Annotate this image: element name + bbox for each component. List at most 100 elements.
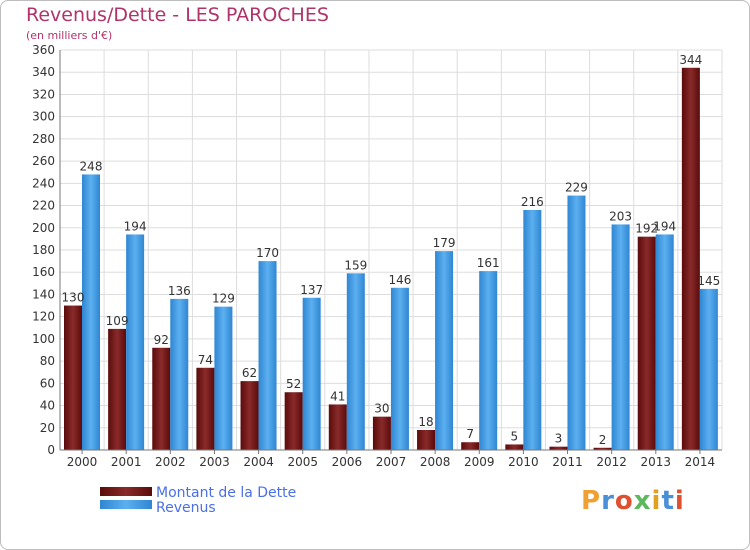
value-label-revenus: 194 bbox=[124, 219, 147, 233]
value-label-revenus: 161 bbox=[477, 256, 500, 270]
value-label-dette: 344 bbox=[679, 53, 702, 67]
logo-letter: r bbox=[601, 486, 615, 516]
y-tick-label: 0 bbox=[47, 443, 55, 457]
x-tick-label: 2007 bbox=[376, 455, 407, 469]
bar-revenus bbox=[611, 224, 630, 450]
bar-dette bbox=[108, 328, 127, 450]
bar-revenus bbox=[214, 306, 233, 450]
y-tick-label: 100 bbox=[32, 332, 55, 346]
value-label-dette: 192 bbox=[635, 222, 658, 236]
value-label-dette: 3 bbox=[555, 432, 563, 446]
value-label-dette: 30 bbox=[374, 402, 389, 416]
logo-letter: t bbox=[661, 486, 675, 516]
bar-dette bbox=[64, 305, 82, 450]
x-tick-label: 2004 bbox=[243, 455, 274, 469]
bar-dette bbox=[196, 367, 215, 450]
proxiti-logo: Proxiti bbox=[581, 486, 685, 516]
bar-revenus bbox=[126, 234, 145, 450]
bar-revenus bbox=[302, 297, 321, 450]
value-label-revenus: 129 bbox=[212, 292, 235, 306]
x-tick-label: 2001 bbox=[111, 455, 142, 469]
bar-revenus bbox=[435, 251, 454, 450]
bar-dette bbox=[461, 442, 480, 450]
logo-letter: P bbox=[581, 486, 602, 516]
value-label-dette: 62 bbox=[242, 366, 257, 380]
value-label-dette: 7 bbox=[466, 427, 474, 441]
x-tick-label: 2006 bbox=[332, 455, 363, 469]
value-label-dette: 2 bbox=[599, 433, 607, 447]
value-label-revenus: 179 bbox=[433, 236, 456, 250]
value-label-dette: 18 bbox=[418, 415, 433, 429]
x-tick-label: 2014 bbox=[685, 455, 716, 469]
x-tick-label: 2010 bbox=[508, 455, 539, 469]
y-tick-label: 360 bbox=[32, 43, 55, 57]
x-tick-label: 2009 bbox=[464, 455, 495, 469]
bar-revenus bbox=[346, 273, 365, 450]
bar-dette bbox=[505, 444, 524, 450]
value-label-revenus: 203 bbox=[609, 209, 632, 223]
bars bbox=[64, 67, 718, 451]
value-label-dette: 5 bbox=[511, 429, 519, 443]
bar-dette bbox=[593, 447, 612, 450]
legend-swatch-revenus bbox=[100, 500, 152, 509]
value-label-dette: 130 bbox=[62, 291, 85, 305]
y-tick-label: 300 bbox=[32, 110, 55, 124]
chart-subtitle: (en milliers d'€) bbox=[26, 29, 113, 42]
x-tick-label: 2005 bbox=[287, 455, 318, 469]
bar-revenus bbox=[655, 234, 674, 450]
value-label-revenus: 194 bbox=[653, 219, 676, 233]
y-tick-label: 260 bbox=[32, 154, 55, 168]
y-tick-label: 240 bbox=[32, 176, 55, 190]
bar-revenus bbox=[258, 261, 277, 450]
value-label-revenus: 146 bbox=[388, 273, 411, 287]
bar-dette bbox=[240, 381, 259, 450]
value-label-revenus: 229 bbox=[565, 181, 588, 195]
y-tick-label: 140 bbox=[32, 287, 55, 301]
y-tick-label: 120 bbox=[32, 310, 55, 324]
bar-revenus bbox=[82, 174, 100, 450]
logo-letter: i bbox=[674, 486, 685, 516]
value-label-dette: 74 bbox=[198, 353, 213, 367]
legend-label-dette: Montant de la Dette bbox=[156, 485, 297, 501]
y-tick-label: 40 bbox=[40, 399, 55, 413]
value-labels: 1302481091949213674129621705213741159301… bbox=[62, 53, 721, 447]
value-label-dette: 41 bbox=[330, 389, 345, 403]
bar-dette bbox=[152, 347, 171, 450]
y-tick-label: 180 bbox=[32, 243, 55, 257]
y-tick-label: 320 bbox=[32, 87, 55, 101]
value-label-revenus: 159 bbox=[344, 258, 367, 272]
bar-dette bbox=[681, 67, 700, 451]
legend-swatch-dette bbox=[100, 487, 152, 496]
value-label-dette: 52 bbox=[286, 377, 301, 391]
x-tick-label: 2013 bbox=[641, 455, 672, 469]
axes: 0 20 40 60 80 100 120 140 160 180 200 220 240 260 280 3… bbox=[32, 43, 722, 469]
y-tick-label: 220 bbox=[32, 199, 55, 213]
bar-dette bbox=[549, 446, 568, 450]
x-tick-label: 2003 bbox=[199, 455, 230, 469]
value-label-revenus: 145 bbox=[697, 274, 720, 288]
bar-revenus bbox=[699, 288, 718, 450]
y-tick-label: 160 bbox=[32, 265, 55, 279]
x-tick-label: 2002 bbox=[155, 455, 186, 469]
y-tick-label: 340 bbox=[32, 65, 55, 79]
y-tick-label: 80 bbox=[40, 354, 55, 368]
logo-letter: x bbox=[633, 486, 652, 516]
y-tick-label: 200 bbox=[32, 221, 55, 235]
bar-revenus bbox=[567, 195, 586, 450]
y-tick-label: 60 bbox=[40, 376, 55, 390]
bar-dette bbox=[417, 430, 436, 450]
value-label-revenus: 136 bbox=[168, 284, 191, 298]
legend-swatches bbox=[100, 487, 152, 509]
y-tick-label: 280 bbox=[32, 132, 55, 146]
bar-dette bbox=[328, 404, 347, 450]
x-tick-label: 2011 bbox=[552, 455, 583, 469]
logo-letter: o bbox=[614, 486, 634, 516]
bar-dette bbox=[372, 416, 391, 450]
legend-label-revenus: Revenus bbox=[156, 500, 216, 516]
bar-revenus bbox=[479, 271, 498, 450]
value-label-revenus: 137 bbox=[300, 283, 323, 297]
logo-letter: i bbox=[651, 486, 662, 516]
x-tick-label: 2008 bbox=[420, 455, 451, 469]
bar-revenus bbox=[390, 287, 409, 450]
